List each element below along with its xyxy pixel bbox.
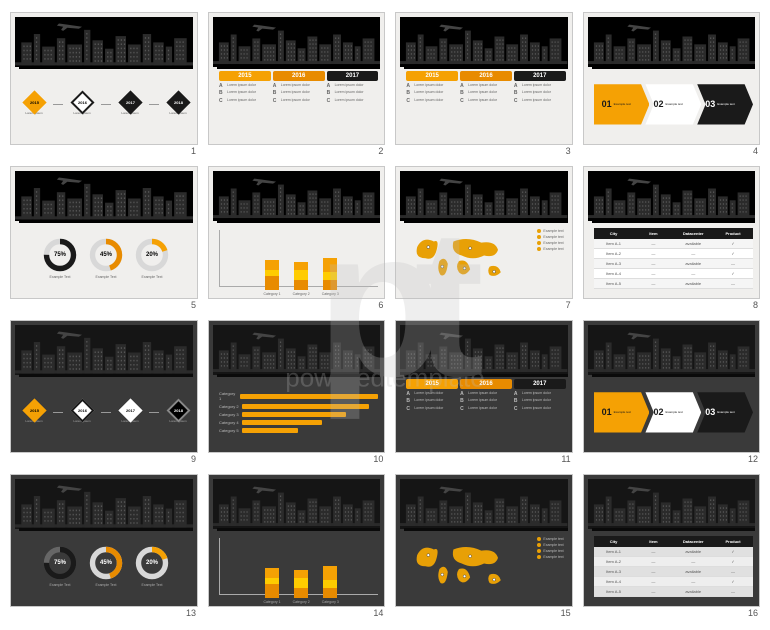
slide-thumbnail: Example textExample textExample textExam… <box>395 474 572 607</box>
slide-cell[interactable]: 201520162017ALorem ipsum dolorBLorem ips… <box>395 12 572 156</box>
slide-cell[interactable]: 2015Lorem ipsum 2016Lorem ipsum 2017Lore… <box>10 320 198 464</box>
skyline-header <box>15 171 193 221</box>
slide-number: 4 <box>583 145 760 156</box>
slide-thumbnail: 201520162017ALorem ipsum dolorBLorem ips… <box>208 12 385 145</box>
skyline-header <box>15 325 193 375</box>
slide-thumbnail: 01Example text02Example text03Example te… <box>583 320 760 453</box>
slide-grid: 2015Lorem ipsum 2016Lorem ipsum 2017Lore… <box>0 0 770 630</box>
skyline-header <box>213 17 380 67</box>
slide-cell[interactable]: 75%Example Text45%Example Text20%Example… <box>10 474 198 618</box>
slide-thumbnail: 2015Lorem ipsum 2016Lorem ipsum 2017Lore… <box>10 320 198 453</box>
data-table: CityItemDatacenterProductItem A-1—availa… <box>594 536 753 597</box>
horizontal-bars: Category 1Category 2Category 3Category 4… <box>219 379 378 446</box>
data-table: CityItemDatacenterProductItem A-1—availa… <box>594 228 753 289</box>
slide-number: 12 <box>583 453 760 464</box>
slide-thumbnail: Category 1Category 2Category 3 <box>208 474 385 607</box>
slide-number: 15 <box>395 607 572 618</box>
skyline-header <box>213 171 380 221</box>
process-arrows: 01Example text02Example text03Example te… <box>594 84 753 124</box>
slide-number: 16 <box>583 607 760 618</box>
slide-cell[interactable]: Example textExample textExample textExam… <box>395 166 572 310</box>
bar-chart: Category 1Category 2Category 3 <box>219 230 378 287</box>
slide-thumbnail: 75%Example Text45%Example Text20%Example… <box>10 474 198 607</box>
skyline-header <box>400 479 567 529</box>
timeline-diamonds: 2015Lorem ipsum 2016Lorem ipsum 2017Lore… <box>21 402 191 423</box>
skyline-header <box>400 325 567 375</box>
slide-cell[interactable]: 201520162017ALorem ipsum dolorBLorem ips… <box>395 320 572 464</box>
slide-thumbnail: 01Example text02Example text03Example te… <box>583 12 760 145</box>
slide-number: 2 <box>208 145 385 156</box>
slide-cell[interactable]: 01Example text02Example text03Example te… <box>583 12 760 156</box>
bar-chart: Category 1Category 2Category 3 <box>219 538 378 595</box>
skyline-header <box>588 479 755 529</box>
process-arrows: 01Example text02Example text03Example te… <box>594 392 753 432</box>
slide-thumbnail: 2015Lorem ipsum 2016Lorem ipsum 2017Lore… <box>10 12 198 145</box>
slide-number: 9 <box>10 453 198 464</box>
slide-thumbnail: 201520162017ALorem ipsum dolorBLorem ips… <box>395 320 572 453</box>
slide-cell[interactable]: 2015Lorem ipsum 2016Lorem ipsum 2017Lore… <box>10 12 198 156</box>
slide-cell[interactable]: CityItemDatacenterProductItem A-1—availa… <box>583 474 760 618</box>
world-map: Example textExample textExample textExam… <box>406 533 565 600</box>
slide-number: 8 <box>583 299 760 310</box>
slide-thumbnail: CityItemDatacenterProductItem A-1—availa… <box>583 474 760 607</box>
slide-number: 7 <box>395 299 572 310</box>
year-table: 201520162017ALorem ipsum dolorBLorem ips… <box>406 71 565 138</box>
slide-number: 13 <box>10 607 198 618</box>
slide-number: 3 <box>395 145 572 156</box>
slide-number: 11 <box>395 453 572 464</box>
skyline-header <box>400 171 567 221</box>
skyline-header <box>588 17 755 67</box>
slide-number: 6 <box>208 299 385 310</box>
skyline-header <box>15 479 193 529</box>
skyline-header <box>15 17 193 67</box>
slide-thumbnail: 201520162017ALorem ipsum dolorBLorem ips… <box>395 12 572 145</box>
slide-cell[interactable]: 75%Example Text45%Example Text20%Example… <box>10 166 198 310</box>
skyline-header <box>213 479 380 529</box>
donut-charts: 75%Example Text45%Example Text20%Example… <box>21 237 191 279</box>
slide-number: 5 <box>10 299 198 310</box>
slide-number: 14 <box>208 607 385 618</box>
world-map: Example textExample textExample textExam… <box>406 225 565 292</box>
timeline-diamonds: 2015Lorem ipsum 2016Lorem ipsum 2017Lore… <box>21 94 191 115</box>
year-table: 201520162017ALorem ipsum dolorBLorem ips… <box>406 379 565 446</box>
slide-cell[interactable]: Category 1Category 2Category 3 6 <box>208 166 385 310</box>
skyline-header <box>588 325 755 375</box>
slide-cell[interactable]: Category 1Category 2Category 3Category 4… <box>208 320 385 464</box>
skyline-header <box>588 171 755 221</box>
year-table: 201520162017ALorem ipsum dolorBLorem ips… <box>219 71 378 138</box>
slide-thumbnail: CityItemDatacenterProductItem A-1—availa… <box>583 166 760 299</box>
slide-cell[interactable]: 201520162017ALorem ipsum dolorBLorem ips… <box>208 12 385 156</box>
skyline-header <box>213 325 380 375</box>
donut-charts: 75%Example Text45%Example Text20%Example… <box>21 545 191 587</box>
slide-cell[interactable]: Example textExample textExample textExam… <box>395 474 572 618</box>
slide-thumbnail: 75%Example Text45%Example Text20%Example… <box>10 166 198 299</box>
slide-number: 10 <box>208 453 385 464</box>
slide-number: 1 <box>10 145 198 156</box>
slide-thumbnail: Category 1Category 2Category 3 <box>208 166 385 299</box>
slide-cell[interactable]: CityItemDatacenterProductItem A-1—availa… <box>583 166 760 310</box>
slide-thumbnail: Category 1Category 2Category 3Category 4… <box>208 320 385 453</box>
skyline-header <box>400 17 567 67</box>
slide-thumbnail: Example textExample textExample textExam… <box>395 166 572 299</box>
slide-cell[interactable]: Category 1Category 2Category 3 14 <box>208 474 385 618</box>
slide-cell[interactable]: 01Example text02Example text03Example te… <box>583 320 760 464</box>
